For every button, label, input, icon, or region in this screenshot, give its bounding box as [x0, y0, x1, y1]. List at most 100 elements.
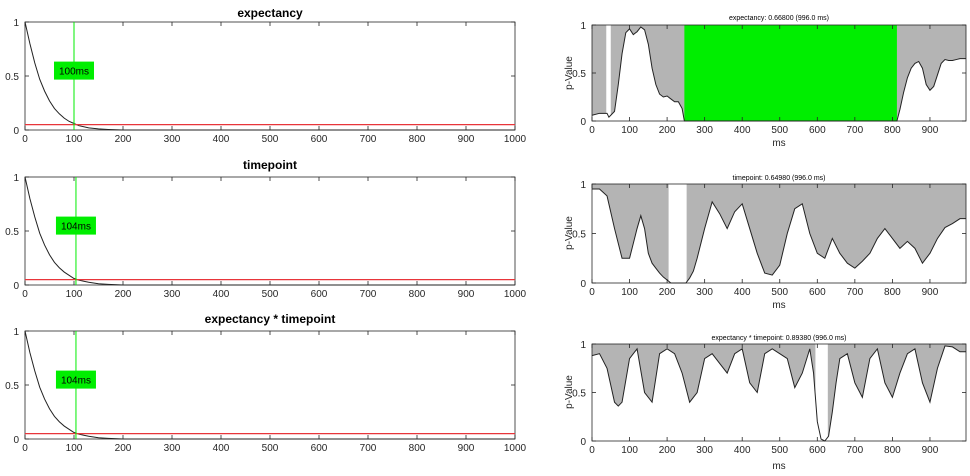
right-panel-expectancy: expectancy: 0.66800 (996.0 ms) ms p-Valu…: [564, 15, 829, 149]
x-tick-label: 300: [696, 287, 713, 298]
y-tick-label: 1: [13, 173, 19, 184]
y-tick-label: 0.5: [572, 389, 586, 400]
x-tick-label: 600: [311, 443, 328, 454]
right-xlabel-timepoint: ms: [772, 300, 785, 311]
x-tick-label: 0: [22, 289, 28, 300]
y-tick-label: 1: [13, 18, 19, 29]
x-tick-label: 900: [458, 289, 475, 300]
x-tick-label: 700: [847, 445, 864, 456]
x-tick-label: 300: [164, 443, 181, 454]
x-tick-label: 1000: [504, 134, 527, 145]
gap-band: [668, 184, 687, 283]
gap-band: [815, 344, 828, 441]
x-tick-label: 0: [589, 287, 595, 298]
left-title-interaction: expectancy * timepoint: [205, 312, 336, 326]
y-tick-label: 0.5: [572, 230, 586, 241]
plot-0: 0 100 200 300 400 500 600 700 800 900 1000 0 0.5 1 100…: [5, 18, 526, 145]
under-curve-fill: [592, 188, 966, 283]
y-tick-label: 1: [580, 180, 586, 191]
x-tick-label: 800: [884, 125, 901, 136]
x-tick-label: 900: [922, 287, 939, 298]
series-line: [24, 176, 515, 286]
plot-5: 0 100 200 300 400 500 600 700 800 900 0 0.5 1: [572, 340, 967, 456]
y-tick-label: 1: [580, 21, 586, 32]
y-tick-label: 0: [13, 281, 19, 292]
marker-label: 104ms: [61, 222, 91, 233]
plot-1: 0 100 200 300 400 500 600 700 800 900 1000 0 0.5 1 104…: [5, 173, 526, 300]
right-ylabel-expectancy: p-Value: [564, 56, 575, 90]
x-tick-label: 400: [213, 289, 230, 300]
plot-area: [25, 177, 515, 285]
x-tick-label: 0: [589, 445, 595, 456]
x-tick-label: 500: [262, 443, 279, 454]
left-title-timepoint: timepoint: [243, 158, 297, 172]
x-tick-label: 500: [262, 289, 279, 300]
significant-band: [684, 25, 897, 121]
right-xlabel-expectancy: ms: [772, 138, 785, 149]
x-tick-label: 200: [115, 443, 132, 454]
x-tick-label: 900: [922, 125, 939, 136]
left-panel-interaction: expectancy * timepoint: [205, 312, 336, 326]
y-tick-label: 0: [580, 117, 586, 128]
x-tick-label: 100: [621, 445, 638, 456]
x-tick-label: 600: [809, 445, 826, 456]
x-tick-label: 200: [659, 445, 676, 456]
marker-label-box: [55, 216, 96, 235]
x-tick-label: 200: [115, 134, 132, 145]
x-tick-label: 700: [360, 289, 377, 300]
x-tick-label: 900: [458, 134, 475, 145]
x-tick-label: 400: [213, 134, 230, 145]
right-title-interaction: expectancy * timepoint: 0.89380 (996.0 m…: [711, 335, 846, 342]
x-tick-label: 0: [22, 134, 28, 145]
x-tick-label: 300: [164, 134, 181, 145]
x-tick-label: 600: [809, 287, 826, 298]
x-tick-label: 400: [734, 287, 751, 298]
y-tick-label: 0: [580, 437, 586, 448]
x-tick-label: 300: [164, 289, 181, 300]
x-tick-label: 100: [621, 125, 638, 136]
x-tick-label: 100: [66, 289, 83, 300]
right-title-expectancy: expectancy: 0.66800 (996.0 ms): [729, 15, 829, 22]
x-tick-label: 800: [409, 134, 426, 145]
left-panel-timepoint: timepoint: [243, 158, 297, 172]
plot-area: [25, 331, 515, 439]
x-tick-label: 400: [734, 445, 751, 456]
marker-label-box: [55, 370, 96, 389]
x-tick-label: 700: [360, 134, 377, 145]
x-tick-label: 800: [409, 443, 426, 454]
left-panel-expectancy: expectancy: [237, 6, 303, 20]
x-tick-label: 500: [771, 287, 788, 298]
x-tick-label: 700: [847, 125, 864, 136]
x-tick-label: 0: [22, 443, 28, 454]
y-tick-label: 0.5: [5, 227, 19, 238]
x-tick-label: 100: [66, 134, 83, 145]
left-title-expectancy: expectancy: [237, 6, 303, 20]
x-tick-label: 300: [696, 445, 713, 456]
y-tick-label: 0.5: [572, 69, 586, 80]
x-tick-label: 300: [696, 125, 713, 136]
plot-2: 0 100 200 300 400 500 600 700 800 900 1000 0 0.5 1 104…: [5, 327, 526, 454]
under-curve-fill: [592, 345, 966, 441]
x-tick-label: 600: [311, 134, 328, 145]
x-tick-label: 700: [847, 287, 864, 298]
marker-label: 104ms: [61, 376, 91, 387]
series-line: [24, 21, 515, 131]
x-tick-label: 200: [659, 125, 676, 136]
x-tick-label: 400: [734, 125, 751, 136]
x-tick-label: 700: [360, 443, 377, 454]
plot-area: [25, 22, 515, 130]
y-tick-label: 0.5: [5, 72, 19, 83]
gap-band: [606, 25, 611, 121]
right-title-timepoint: timepoint: 0.64980 (996.0 ms): [733, 175, 826, 182]
right-panel-timepoint: timepoint: 0.64980 (996.0 ms) ms p-Value: [564, 175, 826, 311]
x-tick-label: 800: [409, 289, 426, 300]
right-panel-interaction: expectancy * timepoint: 0.89380 (996.0 m…: [564, 335, 847, 472]
x-tick-label: 900: [458, 443, 475, 454]
series-line: [24, 330, 515, 440]
x-tick-label: 500: [771, 445, 788, 456]
marker-label-box: [54, 61, 94, 80]
right-ylabel-interaction: p-Value: [564, 375, 575, 409]
under-curve-fill: [592, 26, 966, 122]
x-tick-label: 0: [589, 125, 595, 136]
